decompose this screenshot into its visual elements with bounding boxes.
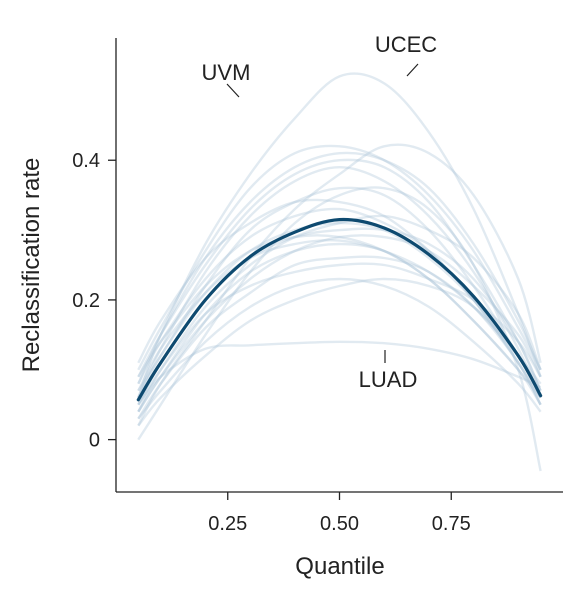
background-series-line-9 xyxy=(137,207,542,406)
background-series-line-5 xyxy=(137,186,542,399)
y-tick-label-1: 0 xyxy=(89,430,100,452)
x-axis-title: Quantile xyxy=(295,553,384,580)
x-tick-label-3: 0.75 xyxy=(432,513,471,535)
y-ticks-group: 0 0.2 0.4 xyxy=(72,150,116,452)
background-series-group xyxy=(137,72,542,472)
background-series-line-13 xyxy=(137,239,542,392)
background-series-line-16 xyxy=(137,186,542,472)
y-tick-label-2: 0.2 xyxy=(72,290,100,312)
background-series-line-3 xyxy=(137,340,542,406)
y-axis-title: Reclassification rate xyxy=(18,158,45,373)
background-series-line-6 xyxy=(137,242,542,413)
background-series-line-22 xyxy=(137,234,542,399)
background-series-line-11 xyxy=(137,165,542,399)
y-tick-label-3: 0.4 xyxy=(72,150,100,172)
mean-series-line xyxy=(136,217,543,402)
background-series-line-18 xyxy=(137,151,542,385)
annotation-luad: LUAD xyxy=(359,367,418,392)
background-series-line-21 xyxy=(137,234,542,413)
annotation-ucec: UCEC xyxy=(375,32,437,57)
background-series-line-7 xyxy=(137,144,542,371)
background-series-line-1 xyxy=(137,72,542,399)
background-series-line-12 xyxy=(137,277,542,427)
background-series-line-20 xyxy=(137,221,542,399)
background-series-line-14 xyxy=(137,214,542,413)
background-series-line-4 xyxy=(137,158,542,392)
background-series-line-19 xyxy=(137,255,542,420)
background-series-line-8 xyxy=(137,277,542,420)
annotation-uvm: UVM xyxy=(202,60,251,85)
background-series-line-2 xyxy=(137,143,542,427)
annotation-uvm-leader xyxy=(226,83,240,98)
x-ticks-group: 0.25 0.50 0.75 xyxy=(208,492,471,535)
x-tick-label-1: 0.25 xyxy=(208,513,247,535)
background-series-line-15 xyxy=(137,198,542,399)
annotation-ucec-leader xyxy=(406,63,419,77)
x-tick-label-2: 0.50 xyxy=(320,513,359,535)
mean-series-group xyxy=(136,217,543,402)
